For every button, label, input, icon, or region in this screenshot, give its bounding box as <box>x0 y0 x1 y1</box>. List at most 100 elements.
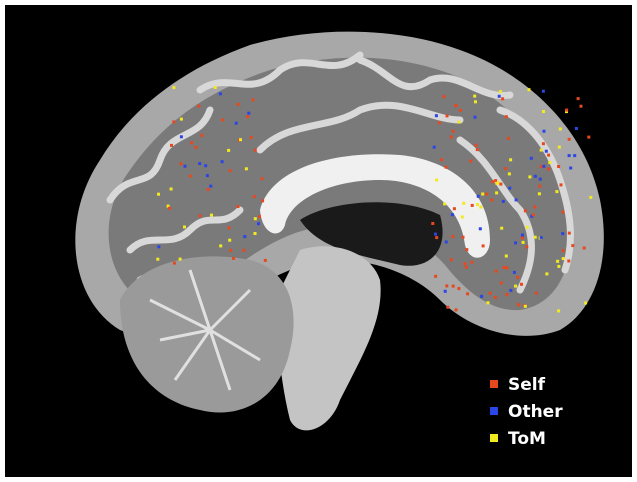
activation-dot <box>170 143 173 147</box>
activation-dot <box>497 94 501 98</box>
activation-dot <box>542 110 545 113</box>
brainstem <box>278 246 381 431</box>
activation-dot <box>539 236 543 240</box>
activation-dot <box>547 153 551 157</box>
activation-dot <box>504 115 508 119</box>
activation-dot <box>157 192 160 196</box>
activation-dot <box>557 165 561 168</box>
activation-dot <box>463 262 467 266</box>
activation-dot <box>442 95 446 99</box>
activation-dot <box>220 160 224 164</box>
activation-dot <box>559 183 563 187</box>
activation-dot <box>197 104 201 108</box>
activation-dot <box>232 256 235 260</box>
activation-dot <box>587 135 591 139</box>
activation-dot <box>234 121 238 125</box>
activation-dot <box>228 238 232 242</box>
activation-dot <box>451 235 455 238</box>
activation-dot <box>451 129 455 133</box>
activation-dot <box>533 205 537 209</box>
activation-dot <box>542 129 546 133</box>
activation-dot <box>556 259 560 263</box>
activation-dot <box>454 104 458 108</box>
activation-dot <box>434 232 437 236</box>
legend-label: Self <box>508 375 546 395</box>
activation-dot <box>173 261 176 265</box>
activation-dot <box>542 164 546 168</box>
activation-dot <box>190 141 194 145</box>
activation-dot <box>213 86 217 89</box>
activation-dot <box>544 149 548 153</box>
activation-dot <box>263 258 267 262</box>
activation-dot <box>561 210 565 214</box>
activation-dot <box>469 159 473 163</box>
activation-dot <box>569 166 573 170</box>
activation-dot <box>576 97 580 101</box>
activation-dot <box>521 240 525 244</box>
activation-dot <box>444 240 448 244</box>
activation-dot <box>538 184 542 188</box>
activation-dot <box>539 165 543 168</box>
activation-dot <box>516 303 520 307</box>
activation-dot <box>530 214 534 218</box>
activation-dot <box>504 254 508 258</box>
activation-dot <box>504 167 508 171</box>
activation-dot <box>584 301 588 305</box>
activation-dot <box>507 136 510 140</box>
activation-dot <box>537 192 541 196</box>
activation-dot <box>244 167 248 171</box>
activation-dot <box>497 181 501 185</box>
activation-dot <box>523 209 527 213</box>
activation-dot <box>435 236 439 240</box>
legend-label: Other <box>508 402 563 422</box>
activation-dot <box>258 215 261 219</box>
activation-dot <box>474 100 477 104</box>
activation-dot <box>561 257 565 261</box>
activation-dot <box>461 235 465 239</box>
activation-dot <box>508 186 512 190</box>
activation-dot <box>252 195 256 199</box>
activation-dot <box>473 94 477 98</box>
activation-dot <box>527 88 531 92</box>
activation-dot <box>454 308 458 312</box>
activation-dot <box>446 305 450 309</box>
activation-dot <box>157 245 161 249</box>
activation-dot <box>459 108 462 112</box>
activation-dot <box>460 215 464 219</box>
activation-dot <box>253 232 257 235</box>
activation-dot <box>528 175 532 179</box>
activation-dot <box>561 249 565 253</box>
activation-dot <box>450 213 454 217</box>
activation-dot <box>545 272 549 276</box>
activation-dot <box>457 287 461 291</box>
legend-swatch <box>490 380 498 388</box>
activation-dot <box>481 244 485 248</box>
activation-dot <box>521 233 524 237</box>
ventricle <box>300 202 443 266</box>
activation-dot <box>541 89 545 93</box>
activation-dot <box>210 213 213 217</box>
activation-dot <box>478 227 482 231</box>
activation-dot <box>488 291 492 295</box>
activation-dot <box>242 248 246 252</box>
activation-dot <box>479 205 483 209</box>
activation-dot <box>498 90 502 94</box>
activation-dot <box>473 115 477 119</box>
activation-dot <box>501 199 505 203</box>
activation-dot <box>219 244 223 248</box>
activation-dot <box>253 148 257 152</box>
activation-dot <box>525 225 529 229</box>
activation-dot <box>547 167 550 171</box>
activation-dot <box>246 115 250 119</box>
activation-dot <box>573 154 577 158</box>
activation-dot <box>465 248 469 252</box>
activation-dot <box>538 177 542 181</box>
activation-dot <box>512 270 516 274</box>
activation-dot <box>514 198 518 202</box>
activation-dot <box>494 269 498 273</box>
brain-scan <box>75 31 604 431</box>
activation-dot <box>156 257 160 261</box>
activation-points <box>156 86 593 313</box>
